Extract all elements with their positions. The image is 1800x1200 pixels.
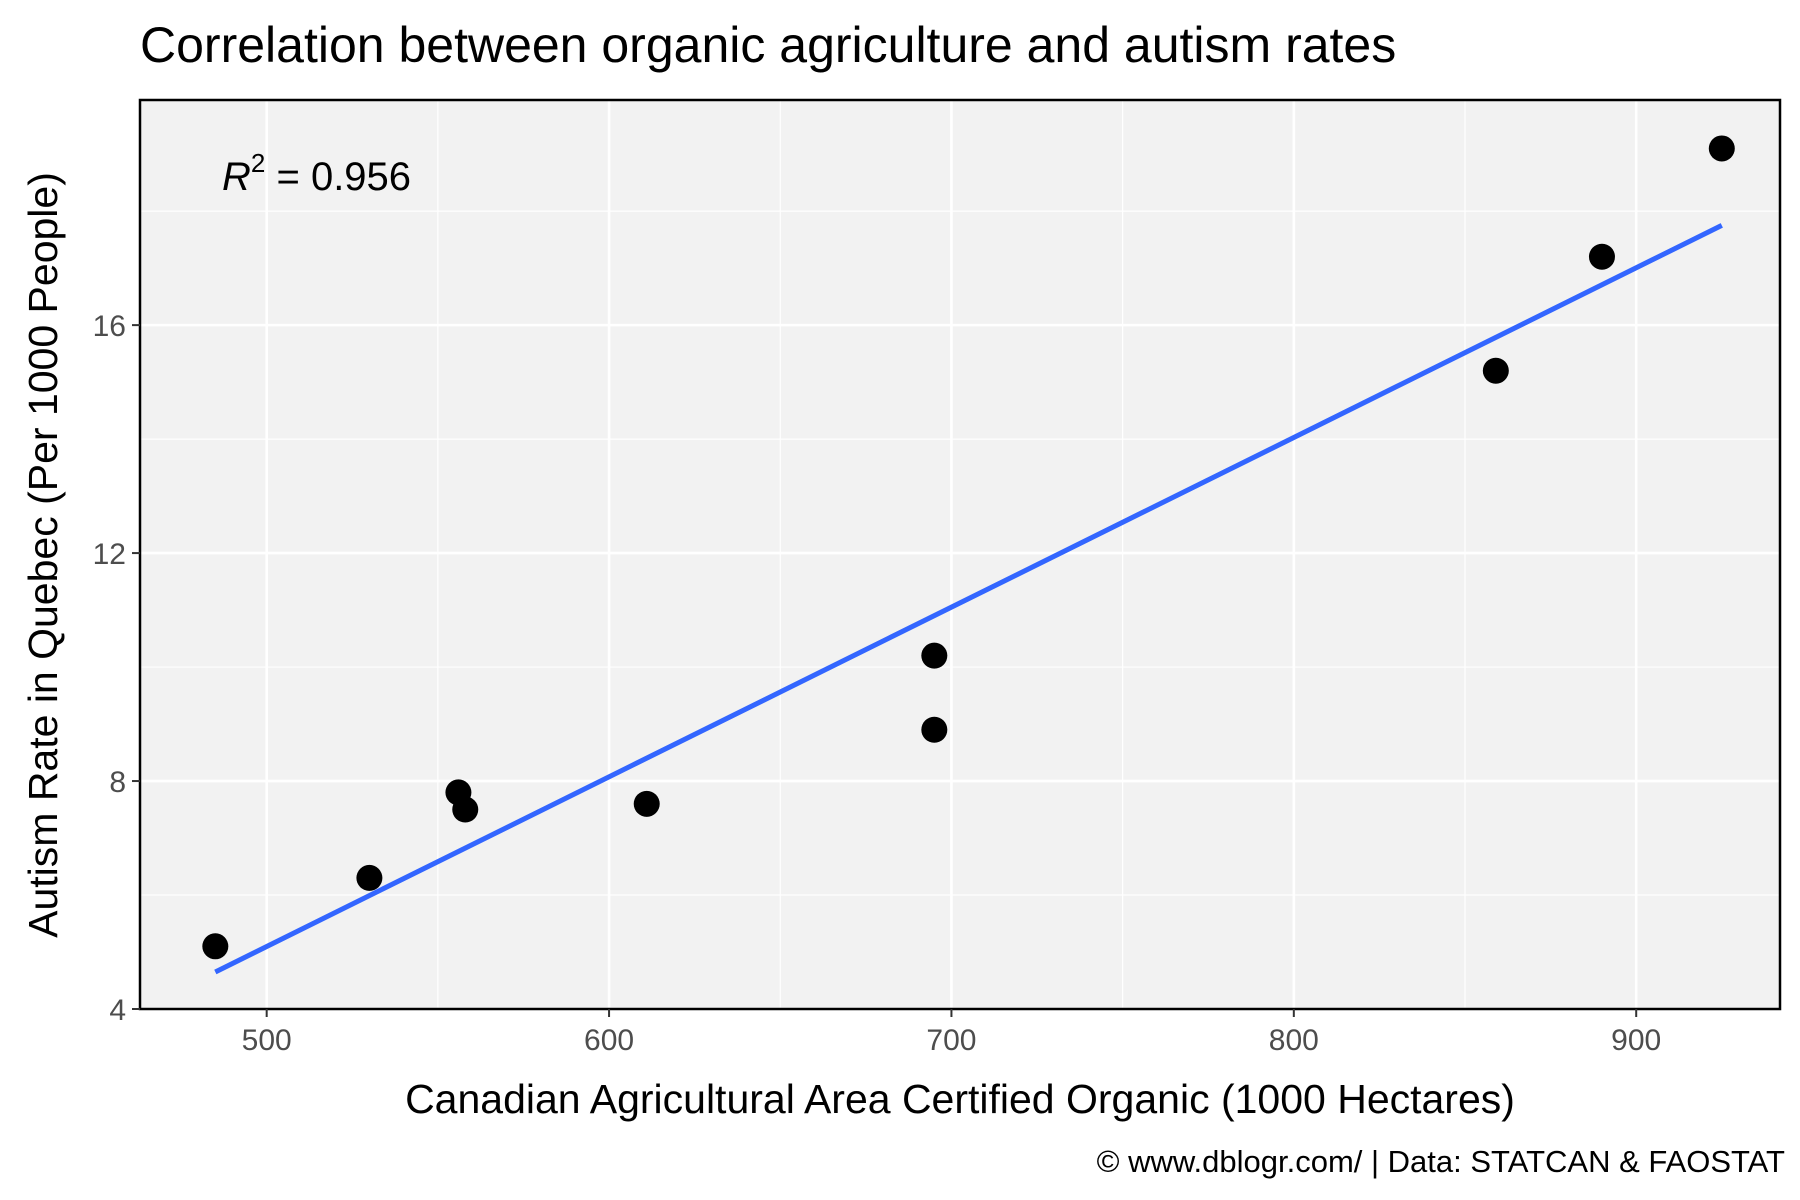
x-tick-label: 900 [1611,1024,1661,1057]
y-tick-label: 4 [109,994,126,1027]
data-point [1588,243,1615,270]
y-tick-label: 8 [109,766,126,799]
data-point [921,642,948,669]
data-point [633,790,660,817]
x-axis-ticks: 500 600 700 800 900 [242,1009,1661,1057]
plot-panel [140,100,1780,1009]
r-squared-annotation: R2 = 0.956 [222,148,411,199]
trendline [214,223,1723,975]
data-point [452,796,479,823]
data-point [202,933,229,960]
data-point [1482,357,1509,384]
chart-title: Correlation between organic agriculture … [140,17,1396,73]
y-tick-label: 16 [93,310,126,343]
x-axis-title: Canadian Agricultural Area Certified Org… [405,1076,1515,1122]
data-point [921,716,948,743]
chart-caption: © www.dblogr.com/ | Data: STATCAN & FAOS… [1097,1144,1785,1179]
y-axis-ticks: 4 8 12 16 [93,310,140,1027]
x-tick-label: 700 [926,1024,976,1057]
minor-gridlines [140,100,1780,1009]
r-value: = 0.956 [265,155,411,199]
panel-border [138,98,1782,1011]
x-tick-label: 600 [584,1024,634,1057]
points-layer [202,135,1735,960]
r-exponent: 2 [251,148,265,178]
y-tick-label: 12 [93,538,126,571]
x-tick-label: 800 [1269,1024,1319,1057]
r-symbol: R [222,155,251,199]
trendline-layer [214,223,1723,975]
data-point [1708,135,1735,162]
y-axis-title: Autism Rate in Quebec (Per 1000 People) [20,172,66,938]
x-tick-label: 500 [242,1024,292,1057]
data-point [356,864,383,891]
